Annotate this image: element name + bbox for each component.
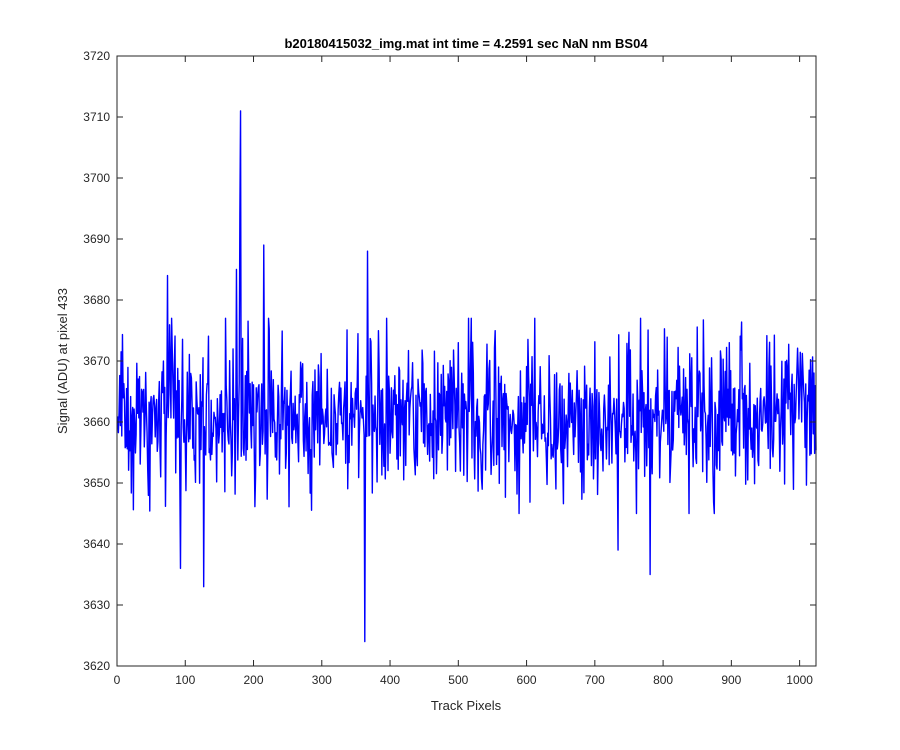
y-axis-title: Signal (ADU) at pixel 433 xyxy=(55,288,70,434)
y-tick-label: 3710 xyxy=(83,110,110,124)
y-tick-label: 3720 xyxy=(83,49,110,63)
x-tick-label: 800 xyxy=(653,673,673,687)
y-tick-label: 3680 xyxy=(83,293,110,307)
x-tick-label: 400 xyxy=(380,673,400,687)
y-tick-label: 3660 xyxy=(83,415,110,429)
signal-series-line xyxy=(116,110,817,643)
axes-layer: 0 100 200 300 400 500 600 700 800 900 1000 3620 3630… xyxy=(83,49,817,687)
x-tick-label: 100 xyxy=(175,673,195,687)
x-tick-label: 700 xyxy=(585,673,605,687)
x-tick-label: 600 xyxy=(517,673,537,687)
x-tick-label: 1000 xyxy=(786,673,813,687)
x-tick-label: 500 xyxy=(448,673,468,687)
y-tick-label: 3700 xyxy=(83,171,110,185)
y-tick-label: 3650 xyxy=(83,476,110,490)
chart-title: b20180415032_img.mat int time = 4.2591 s… xyxy=(284,36,648,51)
x-tick-label: 200 xyxy=(244,673,264,687)
x-axis-title: Track Pixels xyxy=(431,698,502,713)
y-tick-label: 3670 xyxy=(83,354,110,368)
x-tick-label: 300 xyxy=(312,673,332,687)
y-tick-label: 3630 xyxy=(83,598,110,612)
y-tick-label: 3640 xyxy=(83,537,110,551)
y-tick-label: 3690 xyxy=(83,232,110,246)
x-tick-label: 900 xyxy=(721,673,741,687)
series-layer xyxy=(116,110,817,643)
x-tick-label: 0 xyxy=(114,673,121,687)
y-tick-label: 3620 xyxy=(83,659,110,673)
